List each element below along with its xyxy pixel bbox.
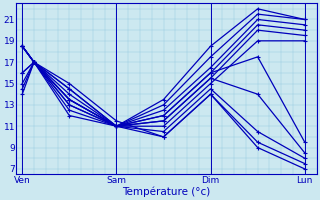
X-axis label: Température (°c): Température (°c) — [122, 186, 211, 197]
